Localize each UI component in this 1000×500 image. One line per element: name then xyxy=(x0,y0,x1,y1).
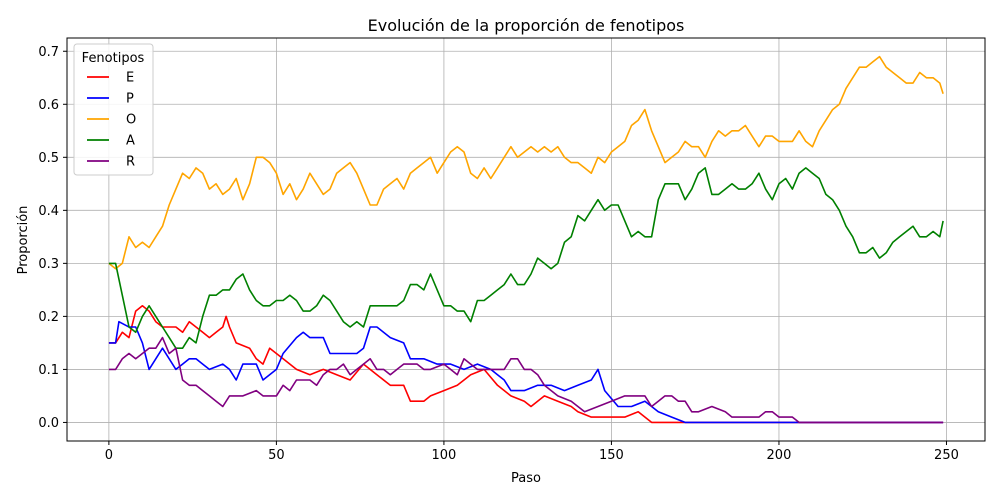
plot-frame xyxy=(66,37,986,442)
y-tick-label: 0.4 xyxy=(38,204,59,219)
legend-label-E: E xyxy=(126,71,134,86)
x-axis-label: Paso xyxy=(511,471,541,486)
series-line-R xyxy=(108,336,944,424)
y-tick-label: 0.5 xyxy=(38,151,59,166)
x-tick-label: 100 xyxy=(432,448,457,463)
x-tick-label: 250 xyxy=(934,448,959,463)
y-axis-label: Proporción xyxy=(16,206,31,275)
y-tick-label: 0.2 xyxy=(38,310,59,325)
series-lines xyxy=(108,55,944,424)
x-tick-label: 200 xyxy=(767,448,792,463)
x-axis: 0 50 100 150 200 250 xyxy=(105,441,959,463)
series-line-P xyxy=(108,320,944,424)
y-tick-label: 0.7 xyxy=(38,45,59,60)
series-line-E xyxy=(108,304,944,424)
legend-label-A: A xyxy=(126,134,135,149)
y-tick-label: 0.3 xyxy=(38,257,59,272)
x-tick-label: 150 xyxy=(599,448,624,463)
legend-label-R: R xyxy=(126,155,135,170)
y-tick-label: 0.1 xyxy=(38,363,59,378)
legend-label-P: P xyxy=(126,92,134,107)
y-axis: 0.0 0.1 0.2 0.3 0.4 0.5 0.6 0.7 xyxy=(38,45,67,431)
series-line-A xyxy=(108,167,944,350)
chart-title: Evolución de la proporción de fenotipos xyxy=(368,16,685,35)
legend-title: Fenotipos xyxy=(82,51,145,66)
legend-label-O: O xyxy=(126,113,136,128)
x-tick-label: 0 xyxy=(105,448,113,463)
x-tick-label: 50 xyxy=(268,448,285,463)
series-line-O xyxy=(108,55,944,270)
y-tick-label: 0.6 xyxy=(38,98,59,113)
y-tick-label: 0.0 xyxy=(38,416,59,431)
